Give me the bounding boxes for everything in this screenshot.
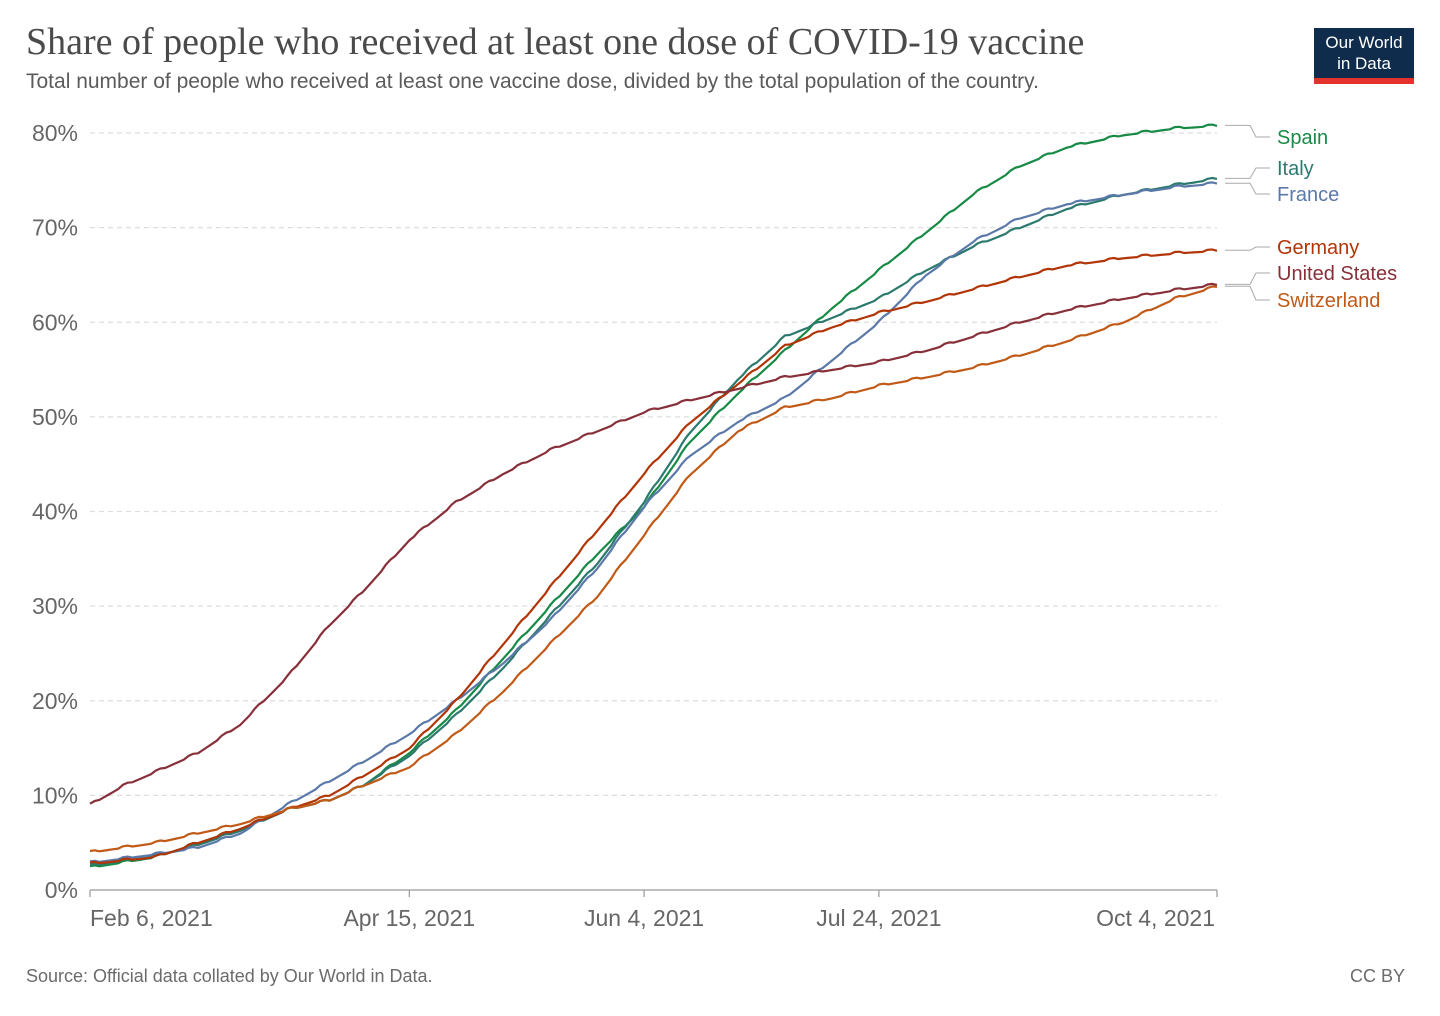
series-lines [89, 123, 1218, 868]
legend-label-italy: Italy [1277, 158, 1314, 180]
series-line-switzerland [89, 285, 1218, 853]
y-tick-label: 0% [45, 877, 78, 903]
legend-connector-germany [1225, 246, 1270, 251]
y-tick-label: 10% [32, 782, 78, 808]
legend-connector-spain [1225, 124, 1270, 138]
owid-logo[interactable]: Our World in Data [1314, 28, 1414, 84]
legend-label-spain: Spain [1277, 127, 1328, 149]
legend-connector-italy [1225, 167, 1270, 179]
y-tick-label: 30% [32, 593, 78, 619]
y-tick-label: 60% [32, 309, 78, 335]
x-tick-label: Jul 24, 2021 [816, 905, 941, 931]
legend-connector-switzerland [1225, 285, 1270, 301]
y-tick-label: 80% [32, 120, 78, 146]
series-line-germany [89, 248, 1218, 865]
y-tick-label: 70% [32, 215, 78, 241]
axes: 0% 10% 20% 30% 40% 50% 60% 70% 80% Feb 6, 2021 Apr… [32, 120, 1218, 931]
legend-label-france: France [1277, 184, 1339, 206]
x-tick-label: Oct 4, 2021 [1096, 905, 1215, 931]
legend-label-germany: Germany [1277, 237, 1359, 259]
y-tick-label: 40% [32, 499, 78, 525]
logo-line-1: Our World [1325, 33, 1403, 52]
source-note: Source: Official data collated by Our Wo… [26, 966, 433, 986]
legend-connector-united-states [1225, 272, 1270, 285]
series-line-united-states [89, 282, 1218, 805]
grid-lines [90, 132, 1217, 796]
legend: Spain Italy France Germany United States Swit… [1225, 124, 1397, 312]
x-tick-label: Feb 6, 2021 [90, 905, 213, 931]
legend-label-united-states: United States [1277, 263, 1397, 285]
legend-label-switzerland: Switzerland [1277, 290, 1380, 312]
x-tick-label: Apr 15, 2021 [343, 905, 475, 931]
chart-subtitle: Total number of people who received at l… [26, 70, 1039, 93]
license-link[interactable]: CC BY [1350, 966, 1406, 986]
chart-title: Share of people who received at least on… [26, 21, 1085, 63]
legend-connector-france [1225, 182, 1270, 195]
logo-line-2: in Data [1337, 54, 1391, 73]
x-tick-label: Jun 4, 2021 [584, 905, 704, 931]
y-tick-label: 20% [32, 688, 78, 714]
series-line-france [89, 181, 1218, 863]
logo-accent-bar [1314, 78, 1414, 84]
y-tick-label: 50% [32, 404, 78, 430]
